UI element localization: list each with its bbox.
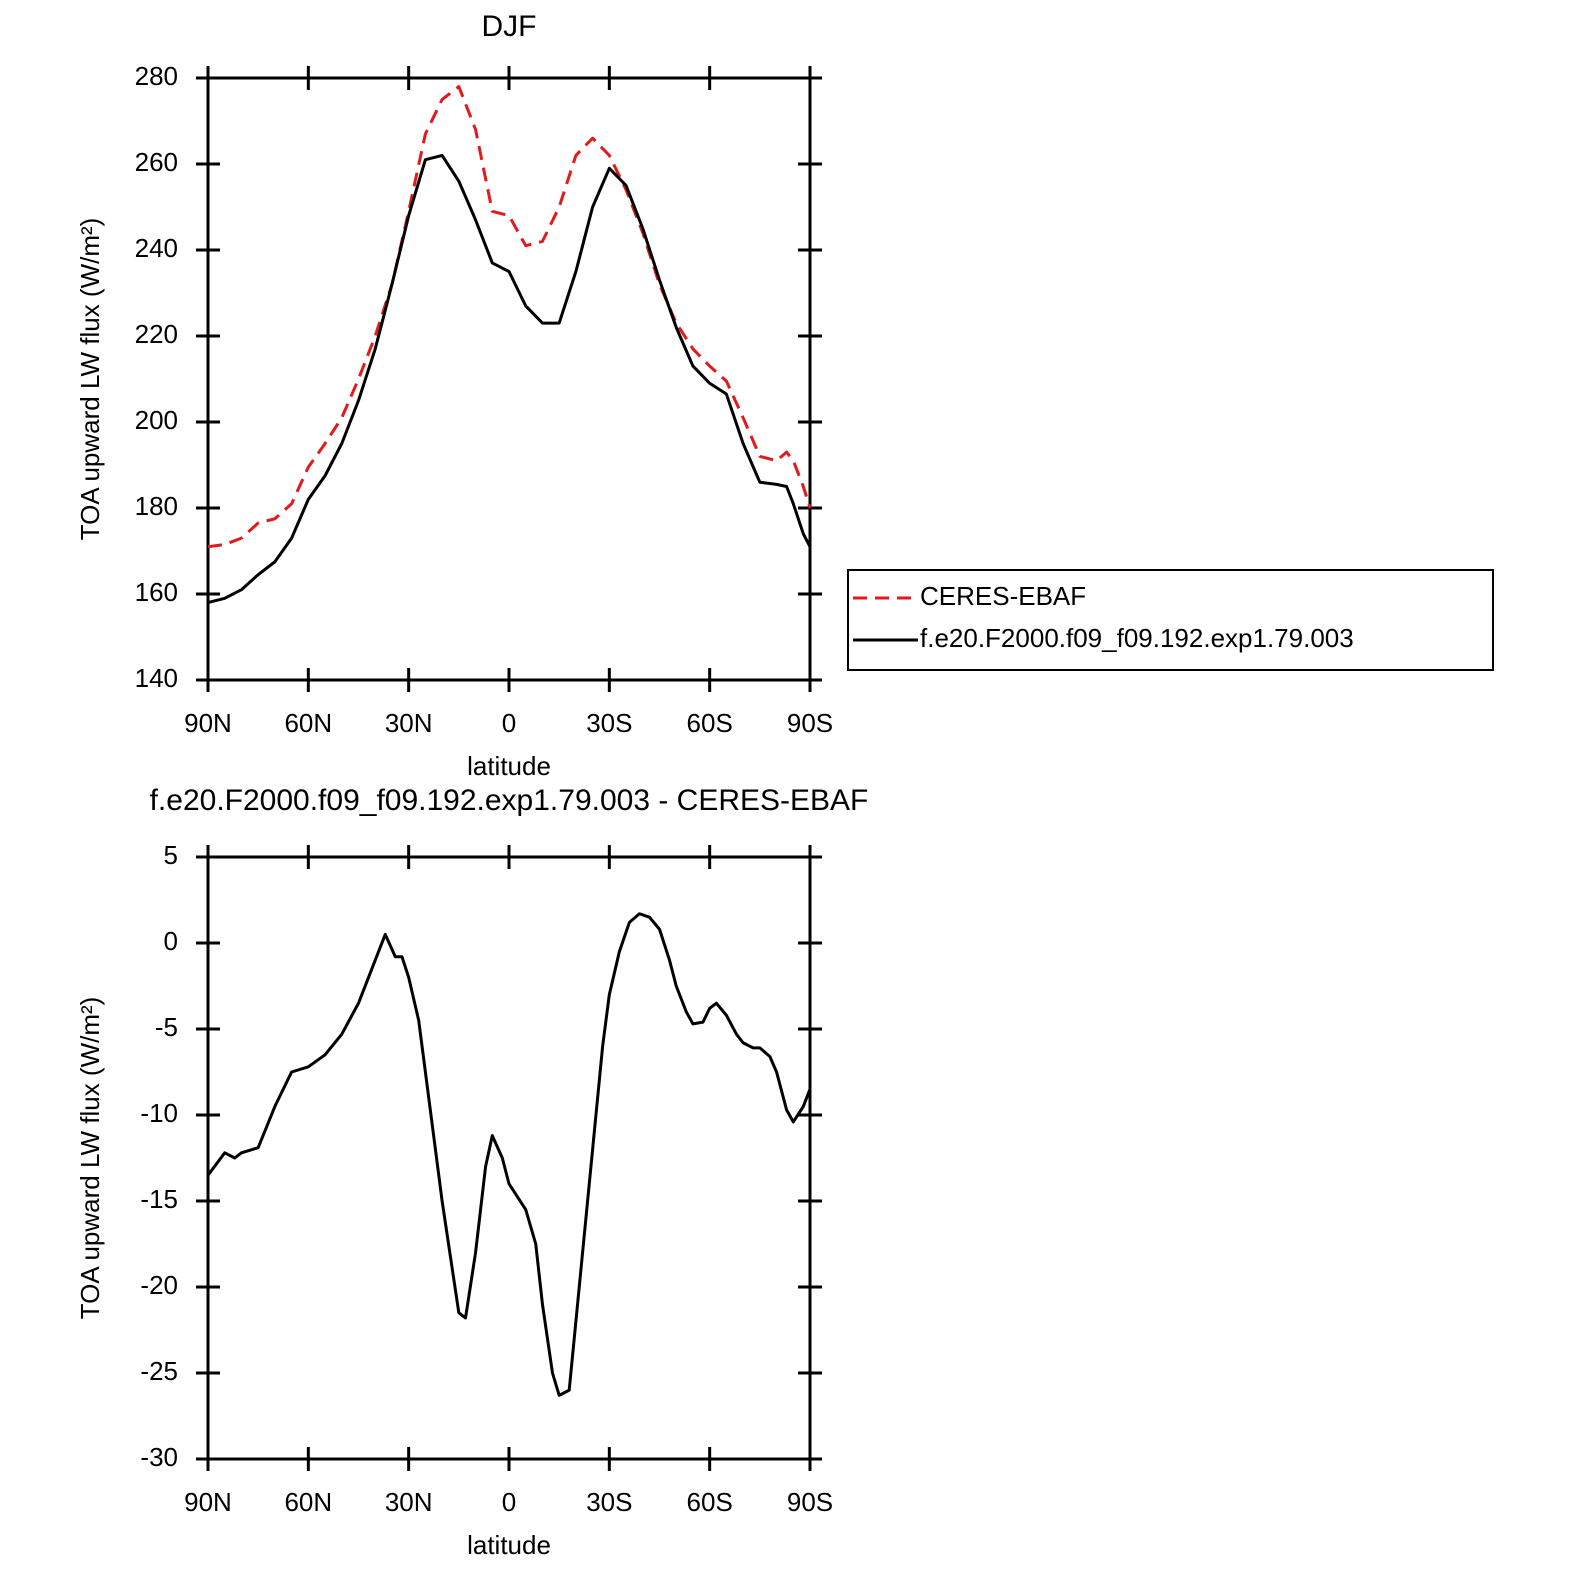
y-tick-label: 220 [135, 319, 178, 349]
y-tick-label: 160 [135, 577, 178, 607]
y-tick-label: 260 [135, 147, 178, 177]
x-tick-label: 30N [385, 708, 433, 738]
x-tick-label: 90N [184, 1487, 232, 1517]
chart-title: f.e20.F2000.f09_f09.192.exp1.79.003 - CE… [150, 784, 869, 817]
x-tick-label: 30N [385, 1487, 433, 1517]
plot-frame [206, 76, 812, 682]
y-tick-label: -5 [155, 1012, 178, 1042]
y-axis-label: TOA upward LW flux (W/m²) [75, 997, 105, 1320]
x-tick-label: 90S [787, 708, 833, 738]
y-tick-label: -25 [140, 1356, 178, 1386]
legend-box [847, 569, 1494, 671]
y-tick-label: 200 [135, 405, 178, 435]
x-tick-label: 60S [687, 708, 733, 738]
y-tick-label: 240 [135, 233, 178, 263]
x-tick-label: 30S [586, 1487, 632, 1517]
x-tick-label: 60N [284, 708, 332, 738]
x-axis-label: latitude [467, 751, 551, 781]
legend-label: f.e20.F2000.f09_f09.192.exp1.79.003 [920, 623, 1354, 653]
x-tick-label: 90N [184, 708, 232, 738]
x-tick-label: 90S [787, 1487, 833, 1517]
y-tick-label: -20 [140, 1270, 178, 1300]
x-tick-label: 60N [284, 1487, 332, 1517]
legend-label: CERES-EBAF [920, 581, 1086, 611]
x-tick-label: 0 [502, 1487, 516, 1517]
y-tick-label: -15 [140, 1184, 178, 1214]
x-tick-label: 60S [687, 1487, 733, 1517]
y-tick-label: 180 [135, 491, 178, 521]
y-tick-label: 5 [164, 840, 178, 870]
x-axis-label: latitude [467, 1530, 551, 1560]
x-tick-label: 30S [586, 708, 632, 738]
y-tick-label: -30 [140, 1442, 178, 1472]
y-axis-label: TOA upward LW flux (W/m²) [75, 218, 105, 541]
x-tick-label: 0 [502, 708, 516, 738]
plot-frame [206, 855, 812, 1461]
chart-title: DJF [482, 10, 537, 43]
data-line [207, 153, 812, 605]
data-line [206, 912, 812, 1397]
y-tick-label: 280 [135, 61, 178, 91]
data-line [207, 85, 812, 549]
y-tick-label: -10 [140, 1098, 178, 1128]
y-tick-label: 0 [164, 926, 178, 956]
y-tick-label: 140 [135, 663, 178, 693]
